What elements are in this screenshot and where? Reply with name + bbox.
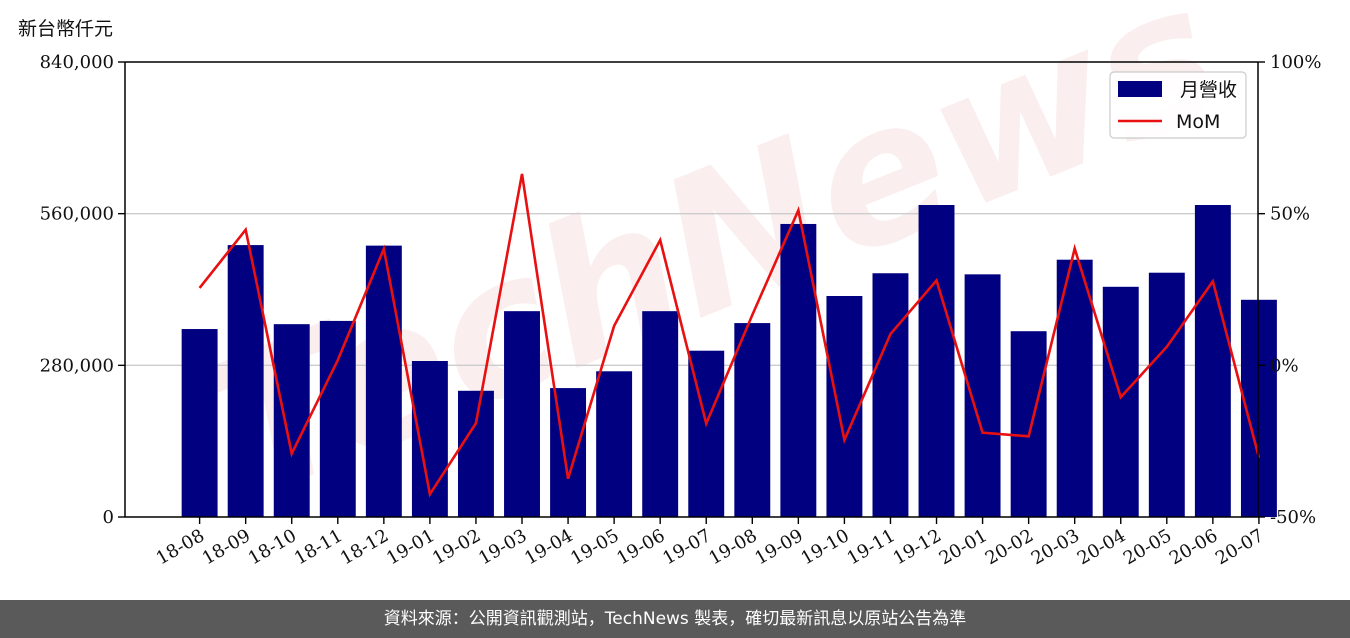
x-tick-label: 18-12: [337, 525, 392, 569]
x-tick-label: 19-03: [475, 525, 530, 569]
revenue-bar: [504, 311, 540, 517]
revenue-bar: [1194, 205, 1231, 517]
revenue-bar: [826, 296, 863, 517]
revenue-bar: [872, 273, 909, 517]
left-y-tick-label: 0: [103, 507, 114, 528]
revenue-bar: [273, 324, 310, 517]
x-tick-label: 19-05: [567, 525, 622, 569]
revenue-bar: [550, 388, 587, 517]
revenue-bar: [365, 245, 402, 517]
x-tick-label: 19-11: [844, 525, 899, 569]
left-y-axis-ticks: 0 280,000 560,000 840,000: [40, 52, 125, 528]
x-tick-label: 20-06: [1166, 525, 1221, 569]
revenue-bar: [918, 205, 955, 517]
revenue-chart: TechNews 18-0818-0918-1018-1118-1219-011…: [40, 0, 1322, 569]
revenue-bar: [734, 323, 771, 517]
x-tick-label: 20-05: [1120, 525, 1175, 569]
x-tick-label: 20-03: [1028, 525, 1083, 569]
x-tick-label: 19-12: [890, 525, 945, 569]
revenue-bar: [1010, 331, 1047, 517]
source-footer: 資料來源：公開資訊觀測站，TechNews 製表，確切最新訊息以原站公告為準: [0, 600, 1350, 638]
right-y-tick-label: 0%: [1270, 355, 1299, 376]
right-y-tick-label: -50%: [1270, 507, 1316, 528]
x-tick-label: 19-07: [659, 525, 714, 569]
x-tick-label: 19-02: [429, 525, 484, 569]
y-axis-unit-label: 新台幣仟元: [18, 18, 114, 40]
legend-bar-swatch: [1118, 81, 1162, 97]
x-tick-label: 18-09: [199, 525, 254, 569]
x-tick-label: 18-11: [291, 525, 346, 569]
x-tick-label: 20-04: [1074, 525, 1129, 569]
left-y-tick-label: 280,000: [40, 355, 114, 376]
left-y-tick-label: 840,000: [40, 52, 114, 73]
revenue-bar: [457, 390, 494, 517]
revenue-bar: [1102, 286, 1139, 517]
right-y-tick-label: 100%: [1270, 52, 1321, 73]
x-tick-label: 19-01: [383, 525, 438, 569]
left-y-tick-label: 560,000: [40, 204, 114, 225]
right-y-axis-ticks: -50% 0% 50% 100%: [1258, 52, 1321, 528]
x-tick-label: 20-07: [1212, 525, 1267, 569]
x-tick-label: 20-02: [982, 525, 1037, 569]
revenue-bar: [1148, 272, 1185, 517]
revenue-bar: [181, 329, 218, 517]
x-tick-label: 19-09: [751, 525, 806, 569]
x-tick-label: 19-08: [705, 525, 760, 569]
mom-series: [198, 173, 1261, 498]
axes: [124, 61, 1259, 518]
x-tick-label: 20-01: [936, 525, 991, 569]
x-tick-label: 19-04: [521, 525, 576, 569]
revenue-bar: [596, 371, 633, 517]
legend-bar-label: 月營收: [1180, 79, 1237, 101]
legend-line-label: MoM: [1176, 111, 1220, 133]
x-axis-ticks: 18-0818-0918-1018-1118-1219-0119-0219-03…: [153, 517, 1267, 569]
bar-series: [181, 205, 1277, 518]
revenue-bar: [964, 274, 1001, 517]
legend: 月營收 MoM: [1109, 71, 1247, 139]
x-tick-label: 19-10: [797, 525, 852, 569]
mom-line: [198, 173, 1261, 498]
revenue-bar: [319, 320, 356, 517]
revenue-bar: [642, 311, 679, 517]
x-tick-label: 18-08: [153, 525, 208, 569]
right-y-tick-label: 50%: [1270, 204, 1310, 225]
x-tick-label: 19-06: [613, 525, 668, 569]
